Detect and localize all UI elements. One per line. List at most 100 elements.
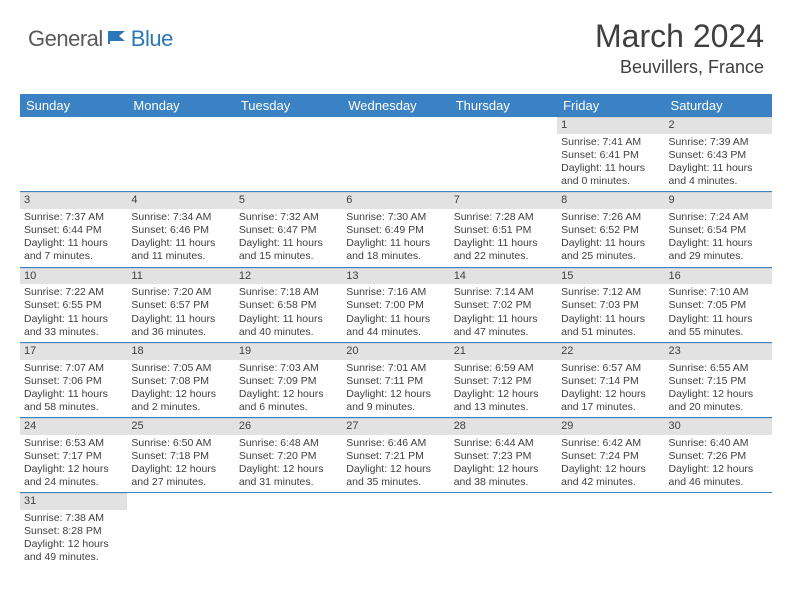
sunset-text: Sunset: 6:55 PM: [24, 299, 123, 312]
day-number: 24: [20, 418, 127, 435]
sunrise-text: Sunrise: 7:24 AM: [669, 211, 768, 224]
sunrise-text: Sunrise: 6:40 AM: [669, 437, 768, 450]
sunrise-text: Sunrise: 7:03 AM: [239, 362, 338, 375]
sunset-text: Sunset: 6:43 PM: [669, 149, 768, 162]
day-number: 23: [665, 343, 772, 360]
daylight-text: Daylight: 12 hours: [561, 388, 660, 401]
col-friday: Friday: [557, 94, 664, 117]
daylight-text: and 15 minutes.: [239, 250, 338, 263]
daylight-text: and 9 minutes.: [346, 401, 445, 414]
daylight-text: Daylight: 11 hours: [346, 237, 445, 250]
calendar-cell: 27Sunrise: 6:46 AMSunset: 7:21 PMDayligh…: [342, 418, 449, 493]
calendar-cell: 9Sunrise: 7:24 AMSunset: 6:54 PMDaylight…: [665, 192, 772, 267]
day-number: 29: [557, 418, 664, 435]
col-thursday: Thursday: [450, 94, 557, 117]
sunrise-text: Sunrise: 7:38 AM: [24, 512, 123, 525]
sunset-text: Sunset: 7:24 PM: [561, 450, 660, 463]
title-block: March 2024 Beuvillers, France: [595, 18, 764, 78]
calendar-cell: [557, 493, 664, 568]
calendar-cell: 8Sunrise: 7:26 AMSunset: 6:52 PMDaylight…: [557, 192, 664, 267]
daylight-text: Daylight: 12 hours: [346, 463, 445, 476]
daylight-text: Daylight: 11 hours: [131, 313, 230, 326]
day-number: 1: [557, 117, 664, 134]
daylight-text: Daylight: 11 hours: [24, 313, 123, 326]
sunset-text: Sunset: 7:06 PM: [24, 375, 123, 388]
sunset-text: Sunset: 7:15 PM: [669, 375, 768, 388]
daylight-text: and 17 minutes.: [561, 401, 660, 414]
daylight-text: Daylight: 12 hours: [131, 463, 230, 476]
calendar-cell: 13Sunrise: 7:16 AMSunset: 7:00 PMDayligh…: [342, 267, 449, 342]
sunrise-text: Sunrise: 6:42 AM: [561, 437, 660, 450]
calendar-cell: 19Sunrise: 7:03 AMSunset: 7:09 PMDayligh…: [235, 342, 342, 417]
day-number: 22: [557, 343, 664, 360]
calendar-cell: [235, 117, 342, 192]
daylight-text: Daylight: 12 hours: [454, 463, 553, 476]
daylight-text: and 31 minutes.: [239, 476, 338, 489]
sunset-text: Sunset: 7:00 PM: [346, 299, 445, 312]
daylight-text: and 49 minutes.: [24, 551, 123, 564]
sunset-text: Sunset: 7:03 PM: [561, 299, 660, 312]
daylight-text: and 24 minutes.: [24, 476, 123, 489]
calendar-cell: 7Sunrise: 7:28 AMSunset: 6:51 PMDaylight…: [450, 192, 557, 267]
calendar-cell: [20, 117, 127, 192]
daylight-text: and 42 minutes.: [561, 476, 660, 489]
sunrise-text: Sunrise: 7:05 AM: [131, 362, 230, 375]
sunset-text: Sunset: 8:28 PM: [24, 525, 123, 538]
sunset-text: Sunset: 7:18 PM: [131, 450, 230, 463]
calendar-cell: 29Sunrise: 6:42 AMSunset: 7:24 PMDayligh…: [557, 418, 664, 493]
sunset-text: Sunset: 6:49 PM: [346, 224, 445, 237]
sunrise-text: Sunrise: 6:55 AM: [669, 362, 768, 375]
col-sunday: Sunday: [20, 94, 127, 117]
calendar-cell: 3Sunrise: 7:37 AMSunset: 6:44 PMDaylight…: [20, 192, 127, 267]
logo-text-blue: Blue: [131, 26, 173, 52]
calendar-row: 17Sunrise: 7:07 AMSunset: 7:06 PMDayligh…: [20, 342, 772, 417]
sunrise-text: Sunrise: 7:20 AM: [131, 286, 230, 299]
calendar-cell: 12Sunrise: 7:18 AMSunset: 6:58 PMDayligh…: [235, 267, 342, 342]
day-number: 26: [235, 418, 342, 435]
logo: General Blue: [28, 18, 173, 52]
day-number: 25: [127, 418, 234, 435]
day-number: 12: [235, 268, 342, 285]
sunset-text: Sunset: 7:05 PM: [669, 299, 768, 312]
col-monday: Monday: [127, 94, 234, 117]
daylight-text: and 35 minutes.: [346, 476, 445, 489]
calendar-cell: 1Sunrise: 7:41 AMSunset: 6:41 PMDaylight…: [557, 117, 664, 192]
daylight-text: Daylight: 11 hours: [669, 162, 768, 175]
daylight-text: Daylight: 12 hours: [24, 463, 123, 476]
day-number: 5: [235, 192, 342, 209]
sunrise-text: Sunrise: 7:01 AM: [346, 362, 445, 375]
sunrise-text: Sunrise: 7:18 AM: [239, 286, 338, 299]
sunrise-text: Sunrise: 6:50 AM: [131, 437, 230, 450]
daylight-text: Daylight: 11 hours: [346, 313, 445, 326]
daylight-text: and 58 minutes.: [24, 401, 123, 414]
calendar-cell: [450, 117, 557, 192]
sunrise-text: Sunrise: 7:32 AM: [239, 211, 338, 224]
daylight-text: Daylight: 12 hours: [239, 463, 338, 476]
daylight-text: and 38 minutes.: [454, 476, 553, 489]
calendar-cell: 6Sunrise: 7:30 AMSunset: 6:49 PMDaylight…: [342, 192, 449, 267]
sunset-text: Sunset: 6:46 PM: [131, 224, 230, 237]
calendar-cell: 5Sunrise: 7:32 AMSunset: 6:47 PMDaylight…: [235, 192, 342, 267]
day-number: 31: [20, 493, 127, 510]
day-number: 15: [557, 268, 664, 285]
calendar-cell: 2Sunrise: 7:39 AMSunset: 6:43 PMDaylight…: [665, 117, 772, 192]
col-saturday: Saturday: [665, 94, 772, 117]
sunset-text: Sunset: 7:20 PM: [239, 450, 338, 463]
day-number: 18: [127, 343, 234, 360]
calendar-cell: 14Sunrise: 7:14 AMSunset: 7:02 PMDayligh…: [450, 267, 557, 342]
calendar-cell: 26Sunrise: 6:48 AMSunset: 7:20 PMDayligh…: [235, 418, 342, 493]
calendar-header-row: Sunday Monday Tuesday Wednesday Thursday…: [20, 94, 772, 117]
daylight-text: Daylight: 12 hours: [24, 538, 123, 551]
day-number: 11: [127, 268, 234, 285]
daylight-text: Daylight: 12 hours: [669, 388, 768, 401]
day-number: 21: [450, 343, 557, 360]
calendar-cell: [127, 493, 234, 568]
calendar-cell: 20Sunrise: 7:01 AMSunset: 7:11 PMDayligh…: [342, 342, 449, 417]
calendar-row: 1Sunrise: 7:41 AMSunset: 6:41 PMDaylight…: [20, 117, 772, 192]
calendar-cell: 22Sunrise: 6:57 AMSunset: 7:14 PMDayligh…: [557, 342, 664, 417]
calendar-cell: 24Sunrise: 6:53 AMSunset: 7:17 PMDayligh…: [20, 418, 127, 493]
sunset-text: Sunset: 7:23 PM: [454, 450, 553, 463]
sunrise-text: Sunrise: 6:44 AM: [454, 437, 553, 450]
daylight-text: Daylight: 12 hours: [131, 388, 230, 401]
calendar-table: Sunday Monday Tuesday Wednesday Thursday…: [20, 94, 772, 568]
